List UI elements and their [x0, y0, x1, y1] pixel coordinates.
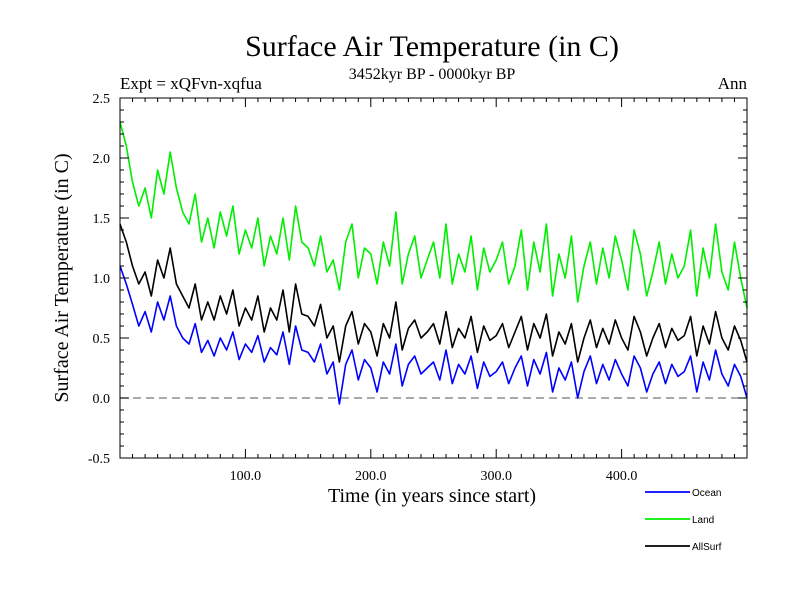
- y-tick-label: -0.5: [88, 452, 110, 467]
- y-tick-label: 2.0: [93, 152, 111, 167]
- chart-subtitle: 3452kyr BP - 0000kyr BP: [349, 66, 516, 83]
- plot-frame: [119, 97, 748, 459]
- series-line-ocean: [119, 265, 748, 405]
- chart-title: Surface Air Temperature (in C): [245, 30, 619, 63]
- x-tick-label: 200.0: [355, 469, 387, 484]
- x-tick-label: 100.0: [230, 469, 262, 484]
- legend-label-land: Land: [692, 515, 714, 526]
- series-line-land: [119, 121, 748, 309]
- legend-label-ocean: Ocean: [692, 488, 721, 499]
- x-axis-label: Time (in years since start): [328, 485, 536, 507]
- series-line-allsurf: [119, 223, 748, 363]
- axes: -0.5 0.0 0.5 1.0 1.5 2.0 2.5 100.0 200.0 300.0 400…: [88, 92, 748, 484]
- y-tick-label: 0.0: [93, 392, 111, 407]
- y-axis-label: Surface Air Temperature (in C): [51, 153, 73, 402]
- period-label: Ann: [718, 74, 748, 93]
- y-tick-label: 1.0: [93, 272, 111, 287]
- x-tick-label: 300.0: [480, 469, 512, 484]
- plot-area: [119, 121, 748, 405]
- y-tick-label: 1.5: [93, 212, 111, 227]
- experiment-label: Expt = xQFvn-xqfua: [120, 74, 262, 93]
- legend: Ocean Land AllSurf: [645, 488, 722, 553]
- x-tick-label: 400.0: [606, 469, 638, 484]
- y-tick-label: 2.5: [93, 92, 111, 107]
- legend-label-allsurf: AllSurf: [692, 542, 722, 553]
- y-tick-label: 0.5: [93, 332, 111, 347]
